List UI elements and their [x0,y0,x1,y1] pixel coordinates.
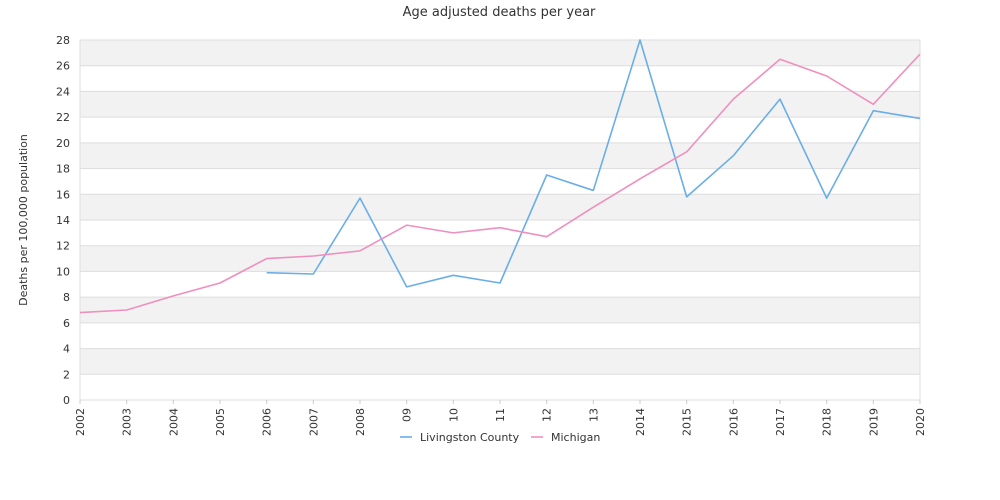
grid-band [80,271,920,298]
grid-band [80,91,920,118]
grid-band [80,322,920,349]
x-tick-label: 2016 [727,408,740,436]
legend-label: Livingston County [420,431,520,444]
y-tick-label: 20 [56,137,70,150]
x-tick-label: 2005 [214,408,227,436]
grid-band [80,40,920,66]
x-tick-label: 2020 [914,408,927,436]
x-tick-label: 12 [541,408,554,422]
grid-band [80,245,920,272]
x-tick-label: 2017 [774,408,787,436]
x-tick-label: 2015 [681,408,694,436]
legend[interactable]: Livingston County Michigan [400,431,600,444]
series-line-michigan[interactable] [79,53,921,314]
y-tick-label: 12 [56,240,70,253]
x-tick-label: 2003 [121,408,134,436]
chart-title: Age adjusted deaths per year [403,5,596,20]
grid-band [80,142,920,169]
x-tick-label: 11 [494,408,507,422]
y-tick-label: 6 [63,317,70,330]
y-tick-label: 14 [56,214,70,227]
grid-bands [80,40,920,400]
legend-item-livingston-county[interactable]: Livingston County [400,431,520,444]
x-tick-label: 2007 [307,408,320,436]
x-tick-label: 10 [447,408,460,422]
x-tick-label: 2006 [261,408,274,436]
grid-band [80,297,920,323]
x-tick-label: 13 [587,408,600,422]
x-axis-ticks: 2002 2003 2004 2005 2006 2007 2008 09 10 11 12 13 20… [74,400,927,436]
x-tick-label: 2002 [74,408,87,436]
y-tick-label: 18 [56,163,70,176]
y-tick-label: 28 [56,34,70,47]
y-tick-label: 2 [63,368,70,381]
grid-band [80,117,920,143]
grid-lines [79,39,921,401]
grid-band [80,348,920,375]
y-axis-label: Deaths per 100,000 population [17,134,30,306]
y-tick-label: 0 [63,394,70,407]
legend-item-michigan[interactable]: Michigan [531,431,600,444]
grid-band [80,194,920,220]
y-tick-label: 8 [63,291,70,304]
y-tick-label: 4 [63,343,70,356]
grid-band [80,168,920,195]
series-lines [79,39,921,314]
x-tick-label: 2019 [867,408,880,436]
y-tick-label: 22 [56,111,70,124]
y-tick-label: 26 [56,60,70,73]
y-tick-label: 16 [56,188,70,201]
x-tick-label: 09 [401,408,414,422]
grid-band [80,374,920,400]
series-line-livingston-county[interactable] [266,39,921,288]
y-tick-label: 24 [56,85,70,98]
x-tick-label: 2014 [634,408,647,436]
x-tick-label: 2018 [821,408,834,436]
grid-band [80,65,920,92]
grid-band [80,220,920,246]
y-tick-label: 10 [56,265,70,278]
x-tick-label: 2008 [354,408,367,436]
legend-label: Michigan [551,431,600,444]
x-tick-label: 2004 [167,408,180,436]
